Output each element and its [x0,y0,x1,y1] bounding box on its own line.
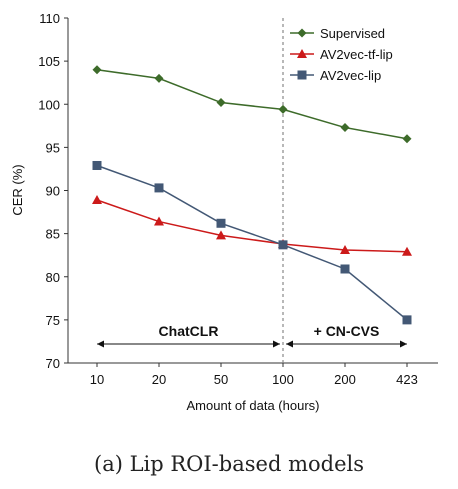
legend: Supervised AV2vec-tf-lip AV2vec-lip [290,26,393,83]
y-tick-label: 100 [38,97,60,112]
annotation-label: ChatCLR [159,323,219,339]
legend-item: AV2vec-lip [290,68,381,83]
diamond-marker [92,65,102,75]
y-axis-label: CER (%) [10,164,25,215]
x-axis-ticks: 10 20 50 100 200 423 [90,363,418,387]
triangle-marker [92,194,102,204]
triangle-marker [402,246,412,256]
annotation-arrow: + CN-CVS [286,323,407,348]
y-tick-label: 70 [46,356,60,371]
arrow-head [97,340,104,348]
square-marker [402,315,412,325]
diamond-marker [154,73,164,83]
line-chart: 70 75 80 85 90 95 100 105 110 10 20 50 100 200 423 CE… [10,11,438,413]
triangle-marker [297,49,307,58]
triangle-marker [216,230,226,240]
y-tick-label: 110 [39,11,60,26]
square-marker [278,240,288,250]
y-axis-ticks: 70 75 80 85 90 95 100 105 110 [38,11,68,371]
series-av2vec-lip [92,160,412,325]
series-line [96,199,408,253]
x-tick-label: 50 [214,372,228,387]
annotation-arrow: ChatCLR [97,323,280,348]
annotations: ChatCLR + CN-CVS [97,323,407,348]
square-marker [297,70,307,80]
diamond-marker [297,28,307,38]
diamond-marker [278,104,288,114]
x-tick-label: 100 [272,372,294,387]
legend-label: AV2vec-tf-lip [320,47,393,62]
y-tick-label: 95 [46,140,60,155]
x-tick-label: 200 [334,372,356,387]
series-line [96,69,408,140]
x-axis-label: Amount of data (hours) [187,398,320,413]
series-av2vec-tf-lip [92,194,412,256]
annotation-label: + CN-CVS [314,323,380,339]
diamond-marker [216,98,226,108]
square-marker [340,264,350,274]
legend-item: AV2vec-tf-lip [290,47,393,62]
triangle-marker [154,216,164,226]
legend-item: Supervised [290,26,385,41]
triangle-marker [340,245,350,255]
y-tick-label: 105 [38,54,60,69]
arrow-head [273,340,280,348]
x-tick-label: 20 [152,372,166,387]
arrow-head [286,340,293,348]
figure-caption: (a) Lip ROI-based models [94,452,364,476]
square-marker [92,160,102,170]
square-marker [216,218,226,228]
y-tick-label: 85 [46,227,60,242]
arrow-head [400,340,407,348]
y-tick-label: 75 [46,313,60,328]
diamond-marker [402,134,412,144]
legend-label: Supervised [320,26,385,41]
data-series [92,65,412,325]
x-tick-label: 423 [396,372,418,387]
series-line [96,164,408,321]
diamond-marker [340,123,350,133]
legend-label: AV2vec-lip [320,68,381,83]
series-supervised [92,65,412,144]
y-tick-label: 90 [46,184,60,199]
square-marker [154,183,164,193]
x-tick-label: 10 [90,372,104,387]
y-tick-label: 80 [46,270,60,285]
